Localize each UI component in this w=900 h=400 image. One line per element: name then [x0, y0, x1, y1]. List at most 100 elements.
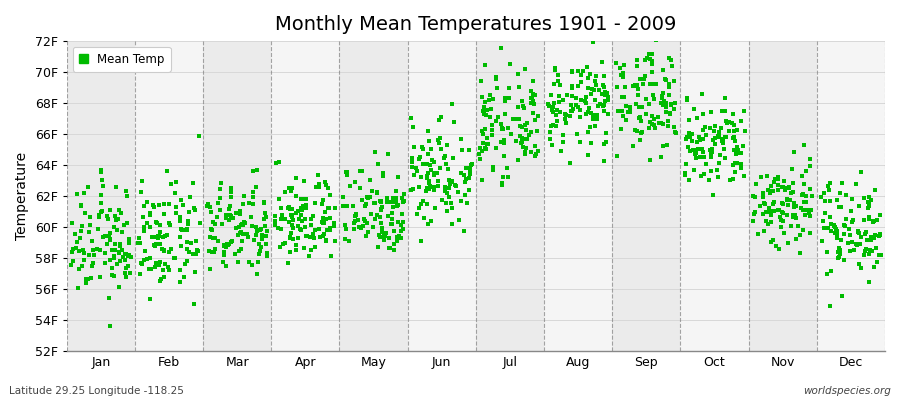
Point [759, 209, 773, 215]
Point [239, 231, 254, 237]
Point [445, 178, 459, 184]
Point [824, 221, 839, 228]
Point [655, 95, 670, 101]
Point [397, 198, 411, 204]
Point [211, 200, 225, 206]
Point [386, 246, 400, 253]
Point [708, 134, 723, 141]
Point [216, 243, 230, 249]
Point [428, 159, 442, 166]
Point [146, 202, 160, 208]
Point [485, 127, 500, 134]
Point [216, 258, 230, 265]
Point [457, 228, 472, 234]
Bar [476, 41, 544, 351]
Point [430, 169, 445, 176]
Point [716, 146, 731, 152]
Point [246, 200, 260, 207]
Point [574, 72, 589, 78]
Point [133, 188, 148, 195]
Point [478, 126, 492, 133]
Point [205, 249, 220, 255]
Point [86, 260, 100, 266]
Point [613, 65, 627, 72]
Point [756, 211, 770, 218]
Point [703, 124, 717, 131]
Point [514, 134, 528, 141]
Point [500, 165, 514, 171]
Point [764, 182, 778, 189]
Point [390, 234, 404, 241]
Point [564, 83, 579, 89]
Point [425, 157, 439, 164]
Point [353, 185, 367, 191]
Point [559, 112, 573, 118]
Point [784, 222, 798, 229]
Point [110, 227, 124, 233]
Point [392, 233, 407, 239]
Point [73, 235, 87, 241]
Point [772, 246, 787, 252]
Point [105, 247, 120, 254]
Point [845, 219, 859, 225]
Point [428, 172, 442, 178]
Point [864, 237, 878, 244]
Point [520, 136, 535, 143]
Point [852, 202, 867, 209]
Point [458, 179, 473, 186]
Point [573, 139, 588, 145]
Point [437, 155, 452, 161]
Point [786, 214, 800, 220]
Point [786, 179, 800, 186]
Point [377, 232, 392, 239]
Point [156, 267, 170, 274]
Point [637, 76, 652, 82]
Point [424, 146, 438, 153]
Point [583, 90, 598, 97]
Point [82, 222, 96, 228]
Point [190, 246, 204, 253]
Point [119, 188, 133, 194]
Point [806, 193, 820, 200]
Point [747, 194, 761, 200]
Point [454, 198, 468, 204]
Point [565, 69, 580, 75]
Point [229, 210, 243, 216]
Point [826, 222, 841, 228]
Point [252, 241, 266, 247]
Point [667, 124, 681, 130]
Point [799, 193, 814, 200]
Point [728, 169, 742, 176]
Point [112, 207, 126, 214]
Point [420, 174, 435, 181]
Point [639, 96, 653, 102]
Point [256, 199, 271, 205]
Point [175, 226, 189, 232]
Point [612, 107, 626, 114]
Point [598, 130, 613, 136]
Point [597, 84, 611, 90]
Point [858, 231, 872, 238]
Point [200, 203, 214, 210]
Point [207, 249, 221, 255]
Point [298, 224, 312, 230]
Point [480, 146, 494, 152]
Point [480, 134, 494, 141]
Point [181, 218, 195, 224]
Point [221, 206, 236, 212]
Point [407, 172, 421, 178]
Point [782, 184, 796, 190]
Point [756, 190, 770, 196]
Point [823, 180, 837, 186]
Point [711, 129, 725, 135]
Point [304, 222, 319, 228]
Point [444, 179, 458, 185]
Point [693, 154, 707, 160]
Point [202, 265, 217, 272]
Point [829, 226, 843, 232]
Point [363, 177, 377, 184]
Point [152, 259, 166, 266]
Point [731, 146, 745, 153]
Point [761, 186, 776, 193]
Point [373, 214, 387, 220]
